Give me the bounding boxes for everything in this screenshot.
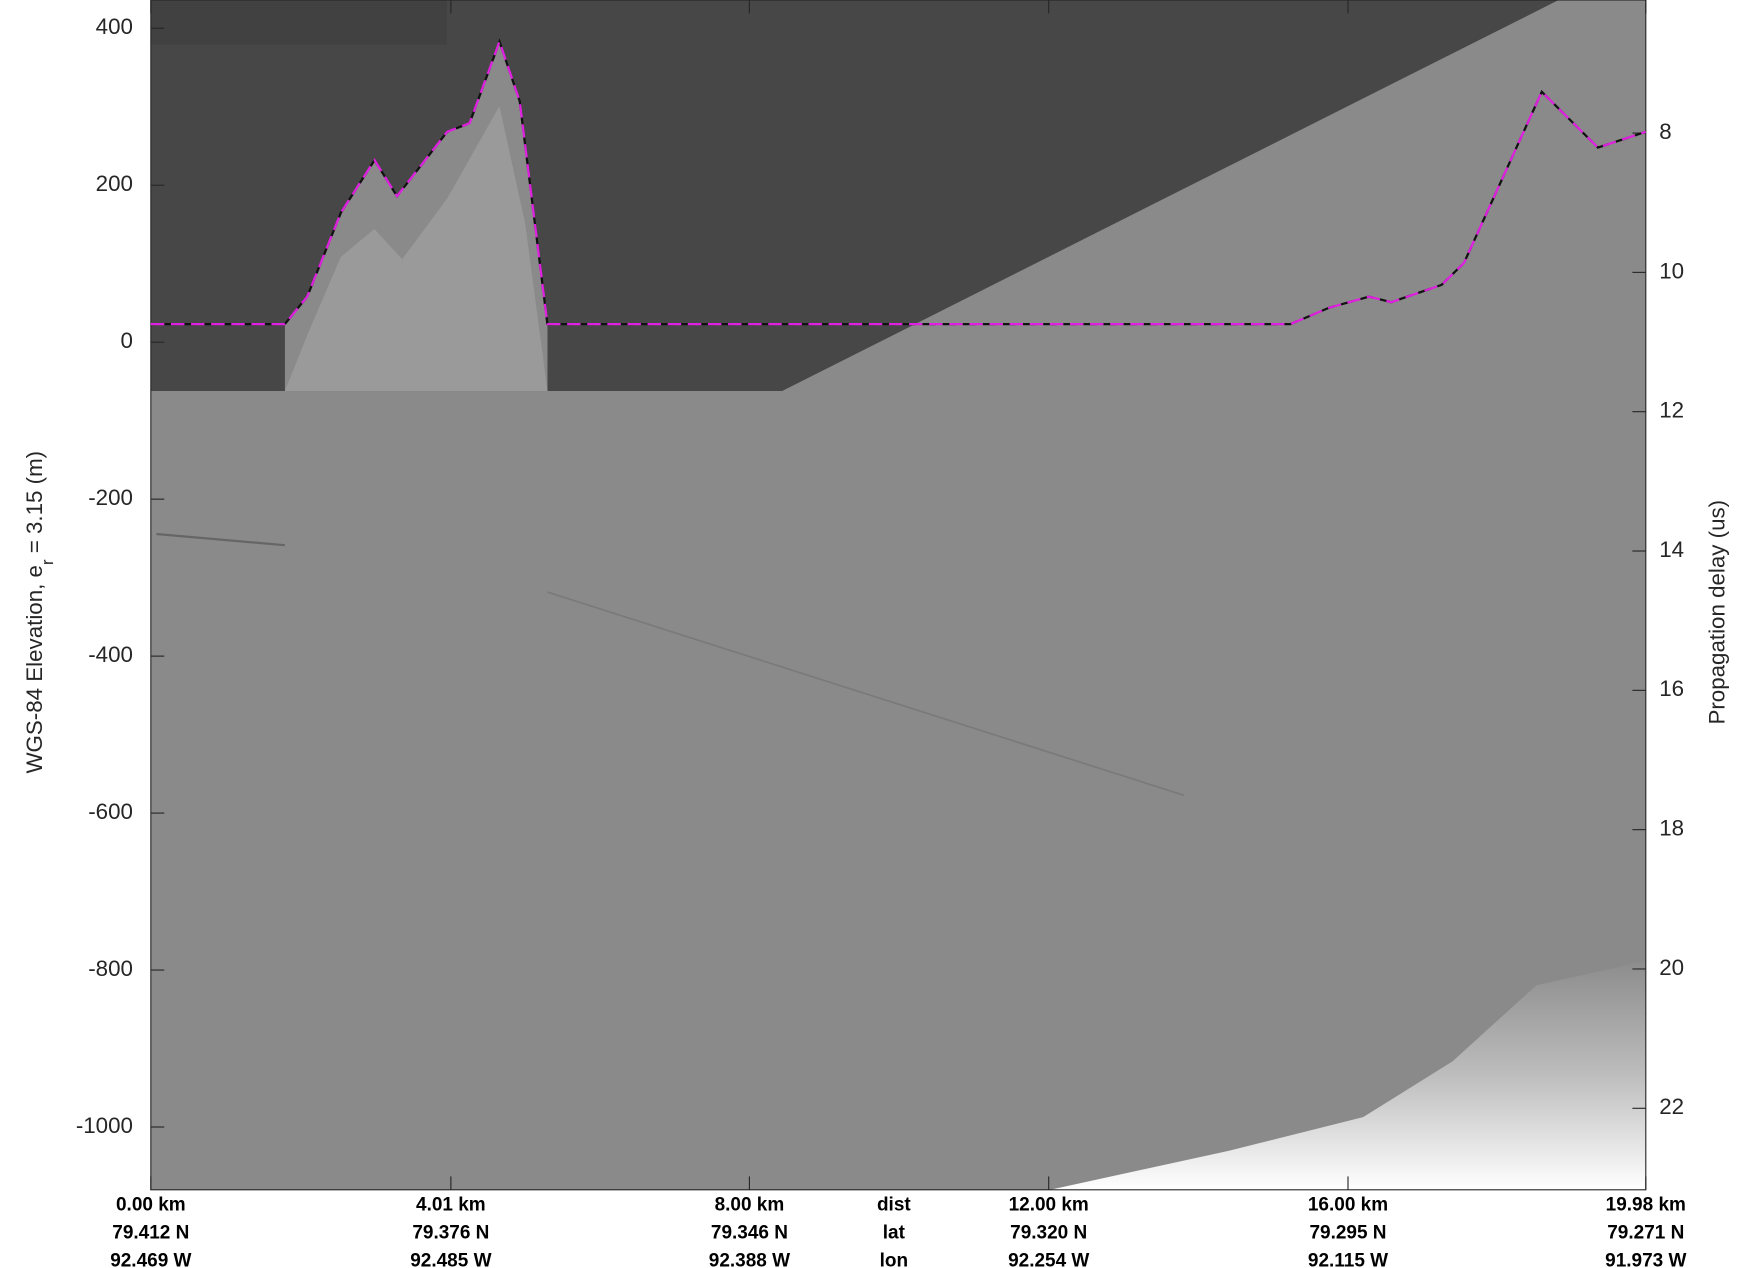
y2-tick-label: 12 (1659, 398, 1684, 423)
lon-label: 92.254 W (1008, 1250, 1089, 1268)
y2-tick-label: 16 (1659, 676, 1684, 701)
x-tick-label: 8.00 km (715, 1194, 785, 1215)
echogram-band (150, 0, 447, 45)
echogram-deep (1050, 960, 1646, 1190)
lon-label: 91.973 W (1605, 1250, 1686, 1268)
y2-tick-label: 20 (1659, 955, 1684, 980)
echogram-air (150, 0, 1559, 392)
lon-label: 92.388 W (709, 1250, 790, 1268)
x-tick-label: 16.00 km (1308, 1194, 1388, 1215)
y-label-rest: = 3.15 (m) (22, 451, 47, 560)
x-tick-label: 0.00 km (116, 1194, 186, 1215)
y-tick-label: -200 (88, 485, 133, 510)
lat-label: 79.412 N (112, 1222, 189, 1243)
y2-axis-label: Propagation delay (us) (1704, 500, 1729, 725)
surface-line (150, 38, 1647, 326)
row-name: lat (883, 1222, 906, 1243)
y-tick-label: -600 (88, 799, 133, 824)
y2-tick-label: 10 (1659, 258, 1684, 283)
y-tick-label: -400 (88, 642, 133, 667)
lat-label: 79.271 N (1607, 1222, 1684, 1243)
row-name: dist (877, 1194, 911, 1215)
y2-tick-label: 14 (1659, 537, 1684, 562)
lat-label: 79.376 N (412, 1222, 489, 1243)
x-tick-label: 4.01 km (416, 1194, 486, 1215)
y2-tick-label: 8 (1659, 119, 1671, 144)
y-tick-label: -800 (88, 956, 133, 981)
echogram-mountain (284, 106, 548, 392)
lon-label: 92.115 W (1308, 1250, 1388, 1268)
y2-tick-label: 22 (1659, 1094, 1684, 1119)
lat-label: 79.346 N (711, 1222, 788, 1243)
lon-label: 92.485 W (410, 1250, 491, 1268)
y-axis-label: WGS-84 Elevation, er = 3.15 (m) (22, 451, 58, 774)
y-tick-label: -1000 (76, 1113, 133, 1138)
y-label-sub: r (39, 559, 58, 565)
x-tick-label: 12.00 km (1009, 1194, 1089, 1215)
plot-frame (150, 0, 1647, 1191)
y-label-main: WGS-84 Elevation, e (22, 565, 47, 773)
echo-layer (547, 591, 1185, 797)
x-tick-label: 19.98 km (1606, 1194, 1686, 1215)
lat-label: 79.320 N (1010, 1222, 1087, 1243)
y-tick-label: 0 (121, 328, 133, 353)
row-name: lon (880, 1250, 908, 1268)
lat-label: 79.295 N (1309, 1222, 1386, 1243)
y2-tick-label: 18 (1659, 816, 1684, 841)
y-tick-label: 200 (96, 171, 133, 196)
echo-layer (156, 532, 286, 547)
y-tick-label: 400 (96, 14, 133, 39)
lon-label: 92.469 W (110, 1250, 191, 1268)
